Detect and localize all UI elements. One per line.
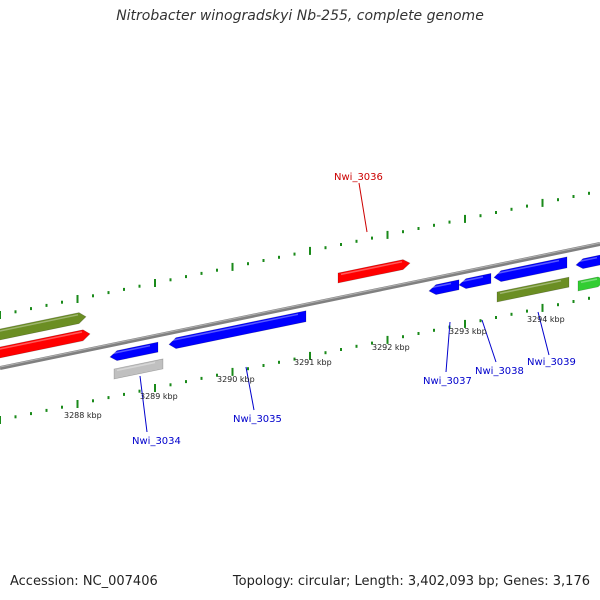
- accession-text: Accession: NC_007406: [10, 574, 158, 589]
- feature-highlight: [431, 282, 452, 289]
- feature-highlight: [0, 331, 83, 350]
- leader-line: [139, 375, 148, 433]
- gene-label-nwi-3038[interactable]: Nwi_3038: [475, 366, 524, 377]
- gene-label-nwi-3039[interactable]: Nwi_3039: [527, 357, 576, 368]
- ruler-label: 3293 kbp: [449, 327, 487, 336]
- ruler-label: 3292 kbp: [372, 343, 410, 352]
- feature-highlight: [171, 313, 299, 342]
- feature-highlight: [499, 280, 562, 295]
- feature-highlight: [461, 276, 484, 283]
- gene-feature[interactable]: [577, 276, 600, 292]
- feature-highlight: [116, 361, 156, 372]
- gene-feature[interactable]: [168, 310, 307, 349]
- gene-feature[interactable]: [493, 256, 568, 282]
- leader-line: [445, 321, 451, 373]
- upper-tick-track: [0, 191, 590, 319]
- ruler-label: 3290 kbp: [217, 375, 255, 384]
- leader-line: [245, 366, 255, 411]
- gene-feature[interactable]: [0, 312, 87, 341]
- gene-feature[interactable]: [0, 329, 91, 359]
- genome-backbone: [0, 242, 600, 370]
- feature-highlight: [112, 344, 151, 355]
- gene-labels: Nwi_3034 Nwi_3035 Nwi_3036 Nwi_3037 Nwi_…: [132, 172, 576, 447]
- genome-backbone-highlight: [0, 242, 600, 368]
- ruler-label: 3288 kbp: [64, 411, 102, 420]
- map-title: Nitrobacter winogradskyi Nb-255, complet…: [116, 8, 484, 24]
- gene-label-nwi-3036[interactable]: Nwi_3036: [334, 172, 383, 183]
- ruler-label: 3291 kbp: [294, 358, 332, 367]
- gene-label-nwi-3035[interactable]: Nwi_3035: [233, 414, 282, 425]
- feature-track: [0, 254, 600, 380]
- feature-highlight: [0, 314, 79, 332]
- gene-label-nwi-3034[interactable]: Nwi_3034: [132, 436, 181, 447]
- feature-highlight: [580, 278, 598, 284]
- leader-line: [358, 182, 368, 233]
- gene-feature[interactable]: [337, 259, 411, 284]
- gene-feature[interactable]: [109, 341, 159, 361]
- gene-feature[interactable]: [575, 254, 600, 269]
- gene-label-nwi-3037[interactable]: Nwi_3037: [423, 376, 472, 387]
- feature-highlight: [340, 261, 403, 276]
- ruler-labels: 3288 kbp 3289 kbp 3290 kbp 3291 kbp 3292…: [64, 315, 565, 420]
- lower-ruler-track: [0, 296, 590, 424]
- genome-summary-text: Topology: circular; Length: 3,402,093 bp…: [232, 574, 590, 589]
- feature-highlight: [496, 259, 560, 275]
- leader-line: [481, 319, 497, 363]
- ruler-label: 3294 kbp: [527, 315, 565, 324]
- gene-feature[interactable]: [428, 279, 460, 295]
- ruler-label: 3289 kbp: [140, 392, 178, 401]
- leader-line: [537, 311, 550, 356]
- gene-feature[interactable]: [496, 276, 570, 303]
- feature-highlight: [578, 256, 598, 263]
- gene-feature[interactable]: [113, 358, 164, 380]
- gene-feature[interactable]: [458, 273, 492, 289]
